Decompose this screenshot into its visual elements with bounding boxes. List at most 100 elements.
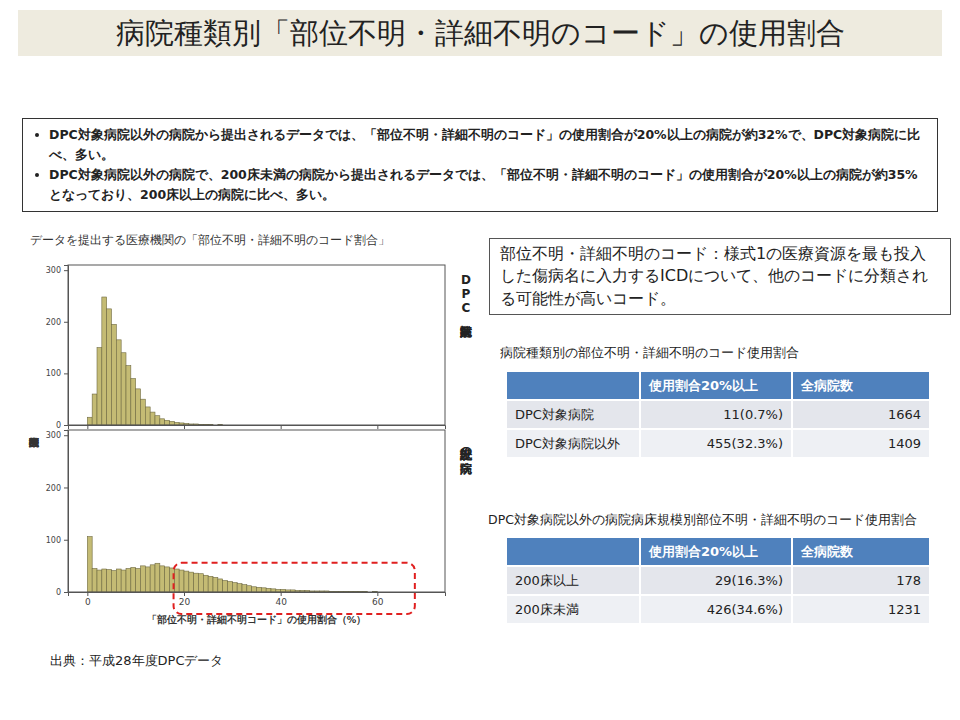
x-tick-mark — [377, 425, 378, 429]
table-row: 200床未満426(34.6%)1231 — [506, 595, 930, 624]
plot-frame — [68, 430, 445, 592]
y-axis: 0100200300 — [46, 431, 69, 598]
y-axis: 0 100 200 300 — [46, 266, 69, 431]
histogram-bar — [126, 568, 131, 592]
histogram-bar — [189, 572, 194, 592]
y-tick-label: 0 — [56, 588, 61, 597]
x-tick: 40 — [275, 592, 287, 607]
histogram-bar — [92, 394, 97, 425]
table-header-cell: 全病院数 — [792, 371, 930, 400]
source: 出典：平成28年度DPCデータ — [50, 652, 223, 670]
histogram-bar — [199, 574, 204, 592]
histogram-bar — [160, 566, 165, 592]
histogram-bar — [97, 348, 102, 425]
table-title: DPC対象病院以外の病院病床規模別部位不明・詳細不明のコード使用割合 — [488, 512, 956, 528]
y-tick-label: 100 — [46, 369, 61, 378]
y-tick: 300 — [46, 266, 68, 275]
table: 使用割合20%以上全病院数DPC対象病院11(0.7%)1664DPC対象病院以… — [505, 370, 931, 459]
y-tick-mark — [64, 425, 68, 426]
table-cell: DPC対象病院 — [506, 400, 640, 429]
x-tick — [281, 425, 282, 429]
y-tick: 0 — [56, 421, 68, 430]
table-cell: 29(16.3%) — [640, 566, 792, 595]
table-header-cell — [506, 537, 640, 566]
histogram-bar — [102, 297, 107, 425]
histogram-bar — [92, 568, 97, 592]
histogram-bar — [107, 309, 112, 425]
table-cell: 1409 — [792, 429, 930, 458]
histogram-bar — [145, 567, 150, 592]
x-tick-mark — [281, 425, 282, 429]
plot-background — [68, 430, 445, 592]
y-tick: 100 — [46, 369, 68, 378]
histogram-bar — [131, 379, 136, 425]
table-header-row: 使用割合20%以上全病院数 — [506, 537, 930, 566]
x-tick — [184, 425, 185, 429]
y-tick-label: 0 — [56, 421, 61, 430]
x-tick-label: 0 — [85, 597, 91, 607]
y-axis-title: 医療機関数 — [28, 437, 40, 448]
histogram-bar — [160, 419, 165, 425]
y-tick-label: 300 — [46, 266, 61, 275]
table-cell: 1664 — [792, 400, 930, 429]
histogram-bar — [194, 573, 199, 592]
y-axis-line — [64, 266, 69, 426]
bars — [87, 297, 222, 425]
histogram-bar — [121, 570, 126, 592]
plot-frame — [68, 265, 445, 425]
histogram-bar — [213, 577, 218, 592]
bullet-item: DPC対象病院以外の病院から提出されるデータでは、「部位不明・詳細不明のコード」… — [49, 125, 927, 165]
x-tick: 0 — [85, 592, 91, 607]
histogram-bar — [87, 417, 92, 425]
y-tick-label: 200 — [46, 318, 61, 327]
y-tick-mark — [64, 487, 68, 488]
histogram-bar — [121, 353, 126, 425]
y-tick: 200 — [46, 484, 68, 493]
x-axis: 0 20 40 60 — [69, 592, 446, 607]
histogram-bar — [136, 568, 141, 592]
y-tick: 0 — [56, 588, 68, 597]
y-tick-mark — [64, 435, 68, 436]
x-axis-title: 「部位不明・詳細不明コード」の使用割合（%） — [147, 614, 367, 625]
table-header-cell — [506, 371, 640, 400]
x-tick-label: 20 — [179, 597, 191, 607]
histogram-bar — [165, 567, 170, 592]
histogram-bar — [116, 569, 121, 592]
x-axis-line — [69, 593, 446, 597]
histogram-bar — [116, 340, 121, 425]
table-cell: 426(34.6%) — [640, 595, 792, 624]
table-cell: 455(32.3%) — [640, 429, 792, 458]
y-tick-label: 300 — [46, 431, 61, 440]
y-tick-mark — [64, 592, 68, 593]
histogram-bar — [112, 324, 117, 425]
histogram-bar — [145, 407, 150, 425]
note-box: 部位不明・詳細不明のコード：様式1の医療資源を最も投入した傷病名に入力するICD… — [489, 238, 951, 315]
x-tick-mark — [184, 425, 185, 429]
histogram-bar — [97, 570, 102, 592]
x-tick-mark — [377, 592, 378, 596]
table-row: DPC対象病院11(0.7%)1664 — [506, 400, 930, 429]
table-title: 病院種類別の部位不明・詳細不明のコード使用割合 — [500, 345, 940, 361]
table-cell: 200床未満 — [506, 595, 640, 624]
histogram-bar — [131, 567, 136, 592]
table-header-cell: 使用割合20%以上 — [640, 537, 792, 566]
y-tick: 200 — [46, 318, 68, 327]
table-cell: DPC対象病院以外 — [506, 429, 640, 458]
histogram-bar — [107, 570, 112, 592]
table-cell: 1231 — [792, 595, 930, 624]
x-tick: 20 — [179, 592, 191, 607]
histogram-bar — [242, 585, 247, 592]
histogram-bar — [150, 412, 155, 425]
title: 病院種類別「部位不明・詳細不明のコード」の使用割合 — [18, 10, 942, 56]
histogram-bar — [223, 581, 228, 592]
histogram-bar — [218, 579, 223, 592]
bullet-text: DPC対象病院以外の病院で、200床未満の病院から提出されるデータでは、「部位不… — [49, 167, 918, 202]
histogram-bar — [184, 571, 189, 592]
x-tick-label: 60 — [372, 597, 384, 607]
highlight-box — [174, 563, 415, 614]
panel-label: DPC対象病院 — [459, 273, 473, 338]
table-header-cell: 使用割合20%以上 — [640, 371, 792, 400]
bullet-text: DPC対象病院以外の病院から提出されるデータでは、「部位不明・詳細不明のコード」… — [49, 127, 920, 162]
x-axis-line — [69, 426, 446, 430]
table-cell: 178 — [792, 566, 930, 595]
